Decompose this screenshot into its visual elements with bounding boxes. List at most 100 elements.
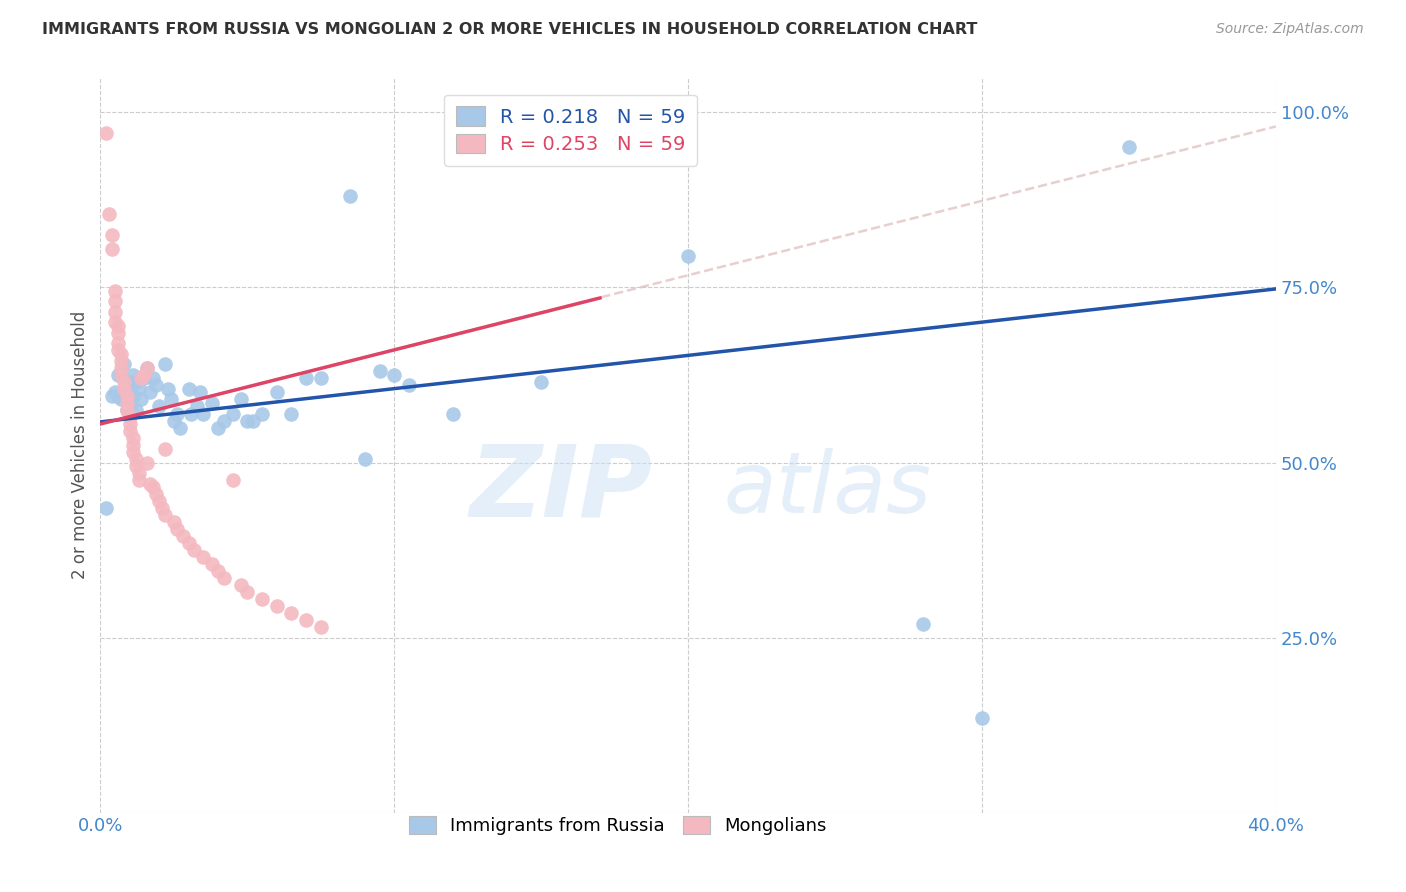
Point — [207, 564, 229, 578]
Point — [169, 420, 191, 434]
Point — [115, 403, 138, 417]
Point — [250, 592, 273, 607]
Point — [172, 529, 194, 543]
Text: ZIP: ZIP — [470, 441, 652, 538]
Point — [368, 364, 391, 378]
Point — [107, 326, 129, 340]
Point — [107, 336, 129, 351]
Point — [112, 385, 135, 400]
Text: Source: ZipAtlas.com: Source: ZipAtlas.com — [1216, 22, 1364, 37]
Point — [131, 371, 153, 385]
Point — [101, 227, 124, 242]
Point — [139, 385, 162, 400]
Point — [153, 442, 176, 456]
Point — [107, 368, 129, 382]
Point — [118, 424, 141, 438]
Point — [382, 368, 405, 382]
Point — [110, 392, 132, 407]
Point — [128, 466, 150, 480]
Point — [124, 452, 146, 467]
Point — [156, 382, 179, 396]
Point — [309, 371, 332, 385]
Point — [145, 378, 167, 392]
Point — [236, 585, 259, 599]
Point — [188, 385, 211, 400]
Point — [110, 347, 132, 361]
Point — [118, 375, 141, 389]
Point — [107, 318, 129, 333]
Point — [309, 620, 332, 634]
Point — [136, 361, 159, 376]
Point — [166, 522, 188, 536]
Point — [221, 473, 243, 487]
Point — [136, 361, 159, 376]
Point — [104, 316, 127, 330]
Point — [266, 385, 288, 400]
Point — [150, 501, 173, 516]
Point — [112, 382, 135, 396]
Point — [186, 400, 208, 414]
Point — [145, 487, 167, 501]
Point — [115, 389, 138, 403]
Point — [142, 480, 165, 494]
Point — [354, 452, 377, 467]
Point — [115, 396, 138, 410]
Point — [266, 599, 288, 613]
Point — [96, 127, 118, 141]
Point — [112, 375, 135, 389]
Point — [280, 407, 302, 421]
Point — [134, 371, 156, 385]
Point — [153, 508, 176, 522]
Point — [118, 400, 141, 414]
Point — [231, 392, 253, 407]
Point — [139, 476, 162, 491]
Point — [201, 557, 224, 571]
Point — [118, 409, 141, 424]
Point — [110, 368, 132, 382]
Point — [104, 305, 127, 319]
Point — [912, 616, 935, 631]
Point — [398, 378, 420, 392]
Point — [207, 420, 229, 434]
Y-axis label: 2 or more Vehicles in Household: 2 or more Vehicles in Household — [72, 311, 89, 579]
Point — [124, 375, 146, 389]
Point — [530, 375, 553, 389]
Point — [295, 371, 318, 385]
Point — [148, 494, 170, 508]
Point — [166, 407, 188, 421]
Point — [121, 368, 143, 382]
Point — [104, 385, 127, 400]
Point — [231, 578, 253, 592]
Point — [136, 456, 159, 470]
Point — [121, 445, 143, 459]
Point — [970, 711, 993, 725]
Point — [163, 413, 186, 427]
Point — [201, 396, 224, 410]
Point — [163, 515, 186, 529]
Point — [183, 543, 205, 558]
Point — [1118, 140, 1140, 154]
Point — [295, 613, 318, 627]
Point — [242, 413, 264, 427]
Point — [121, 438, 143, 452]
Point — [98, 207, 121, 221]
Point — [441, 407, 464, 421]
Point — [124, 403, 146, 417]
Point — [104, 284, 127, 298]
Point — [236, 413, 259, 427]
Point — [118, 417, 141, 431]
Point — [212, 413, 235, 427]
Legend: Immigrants from Russia, Mongolians: Immigrants from Russia, Mongolians — [399, 806, 835, 844]
Point — [142, 371, 165, 385]
Point — [96, 501, 118, 516]
Point — [339, 189, 361, 203]
Point — [180, 407, 202, 421]
Point — [107, 389, 129, 403]
Point — [148, 400, 170, 414]
Point — [101, 242, 124, 256]
Point — [110, 368, 132, 382]
Point — [110, 361, 132, 376]
Point — [101, 389, 124, 403]
Point — [115, 403, 138, 417]
Point — [131, 392, 153, 407]
